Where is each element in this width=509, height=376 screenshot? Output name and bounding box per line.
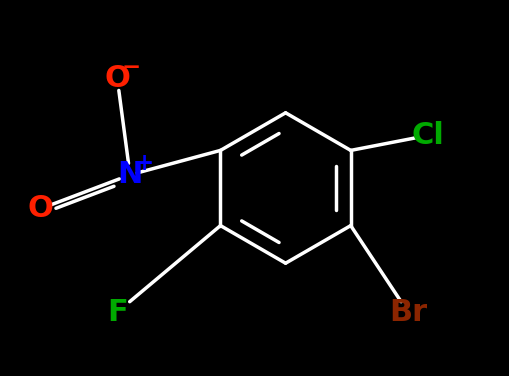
Text: N: N	[117, 160, 143, 190]
Text: O: O	[104, 64, 130, 94]
Text: O: O	[28, 194, 53, 223]
Text: −: −	[122, 56, 140, 79]
Text: Br: Br	[388, 297, 426, 327]
Text: Cl: Cl	[411, 121, 444, 150]
Text: +: +	[134, 152, 153, 175]
Text: F: F	[107, 297, 127, 327]
